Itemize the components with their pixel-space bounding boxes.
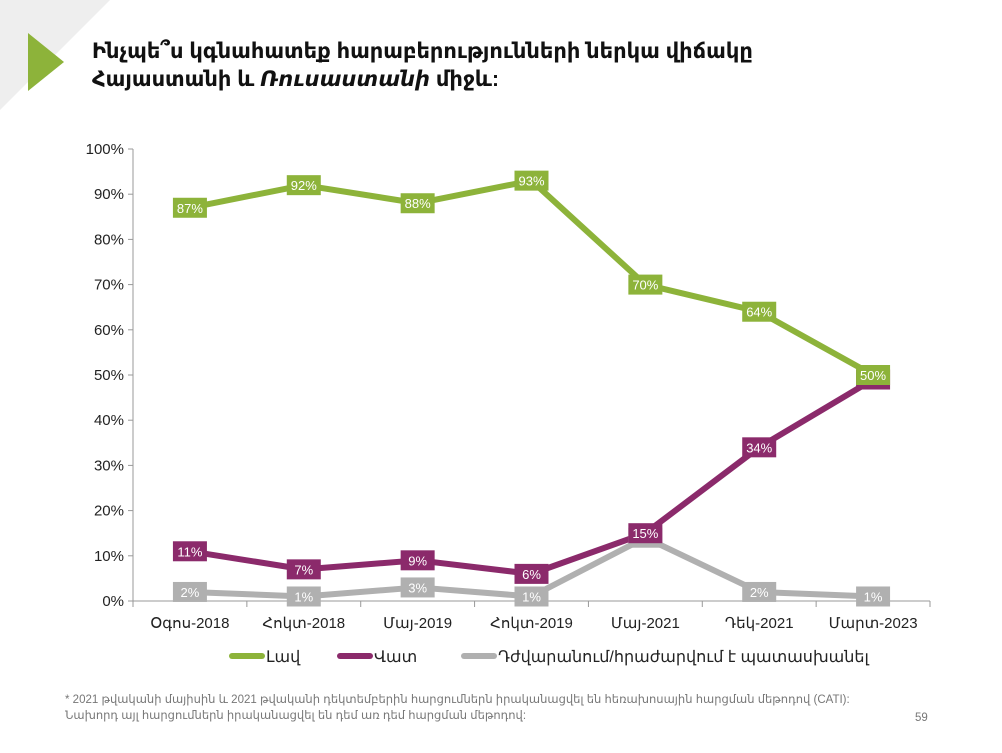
data-label: 93% [514, 170, 549, 191]
data-label-text: 1% [864, 589, 883, 604]
data-label-bg [514, 586, 549, 607]
y-tick-label: 40% [94, 412, 124, 429]
data-label: 11% [172, 541, 207, 562]
data-label: 7% [286, 559, 321, 580]
data-label-bg [172, 197, 207, 218]
data-label-bg [742, 301, 777, 322]
y-tick-label: 0% [102, 593, 124, 610]
x-tick-label: Մարտ-2023 [829, 615, 918, 632]
data-label-text: 88% [405, 196, 431, 211]
data-label: 88% [400, 193, 435, 214]
data-label-text: 6% [522, 567, 541, 582]
y-tick-label: 50% [94, 367, 124, 384]
y-tick-label: 90% [94, 186, 124, 203]
data-label: 2% [742, 581, 777, 602]
data-label-text: 1% [294, 589, 313, 604]
data-label-text: 9% [408, 553, 427, 568]
data-label: 50% [856, 365, 891, 385]
title-part-a: Հայաստանի և [92, 68, 261, 91]
data-label: 92% [286, 175, 321, 196]
legend-item: Վատ [337, 649, 417, 666]
data-label-bg [400, 577, 435, 598]
data-label-text: 15% [632, 526, 658, 541]
data-label: 9% [400, 550, 435, 571]
data-label: 64% [742, 301, 777, 322]
data-label-text: 7% [294, 562, 313, 577]
data-label-bg [172, 541, 207, 562]
data-label-text: 70% [632, 278, 658, 293]
data-label-bg [514, 563, 549, 584]
legend-item: Դժվարանում/հրաժարվում է պատասխանել [461, 649, 869, 666]
data-label-bg [628, 274, 663, 295]
data-label-bg [286, 586, 321, 607]
data-label-bg [628, 523, 663, 544]
page-number: 59 [915, 712, 928, 724]
legend-label: Վատ [374, 649, 417, 666]
data-label: 3% [400, 577, 435, 598]
y-tick-label: 60% [94, 322, 124, 339]
data-label: 70% [628, 274, 663, 295]
data-label-bg [742, 581, 777, 602]
data-label: 87% [172, 197, 207, 218]
data-label: 6% [514, 563, 549, 584]
footnote: * 2021 թվականի մայիսին և 2021 թվականի դե… [65, 694, 850, 722]
slide-title: Ինչպե՞ս կգնահատեք հարաբերությունների ներ… [92, 38, 912, 94]
data-label-text: 92% [291, 178, 317, 193]
data-label-bg [514, 170, 549, 191]
data-label-bg [286, 559, 321, 580]
x-tick-label: Դեկ-2021 [725, 615, 794, 632]
data-label: 34% [742, 437, 777, 458]
title-part-b: Ռուսաստանի [260, 68, 431, 91]
y-tick-label: 100% [86, 141, 124, 158]
y-tick-label: 70% [94, 277, 124, 294]
data-label-bg [856, 586, 891, 607]
series-line [186, 376, 877, 577]
legend-label: Լավ [266, 649, 301, 666]
line-chart: 0% 10% 20% 30% 40% 50% 60% 70% 80% 90% 100% Օգոս-20… [86, 141, 931, 666]
data-label: 1% [856, 586, 891, 607]
x-tick-label: Մայ-2021 [611, 615, 680, 632]
title-line-2: Հայաստանի և Ռուսաստանի միջև: [92, 66, 912, 94]
data-label: 2% [172, 581, 207, 602]
chart-lines [186, 177, 877, 600]
data-label-bg [856, 365, 891, 385]
data-label-text: 34% [746, 440, 772, 455]
data-label-text: 1% [522, 589, 541, 604]
data-label-bg [172, 581, 207, 602]
y-tick-label: 10% [94, 548, 124, 565]
title-part-c: միջև: [430, 68, 499, 91]
x-tick-label: Մայ-2019 [383, 615, 452, 632]
legend-item: Լավ [229, 649, 301, 666]
data-label-text: 50% [860, 368, 886, 383]
data-label-bg [400, 550, 435, 571]
x-tick-label: Հոկտ-2019 [490, 615, 573, 632]
chart-data-labels: 2%1%3%1%14%2%1%11%7%9%6%15%34%49%87%92%8… [172, 170, 891, 607]
title-line-1: Ինչպե՞ս կգնահատեք հարաբերությունների ներ… [92, 40, 753, 63]
accent-triangle [28, 33, 64, 91]
data-label-text: 11% [177, 544, 202, 559]
data-label-bg [400, 193, 435, 214]
data-label: 15% [628, 523, 663, 544]
data-label-bg [286, 175, 321, 196]
chart-legend: Լավ Վատ Դժվարանում/հրաժարվում է պատասխանել [229, 649, 869, 666]
data-label: 1% [286, 586, 321, 607]
data-label-bg [742, 437, 777, 458]
data-label-text: 3% [408, 580, 427, 595]
data-label-text: 87% [177, 201, 203, 216]
data-label-text: 2% [181, 585, 200, 600]
data-label: 1% [514, 586, 549, 607]
data-label-text: 64% [746, 305, 772, 320]
y-tick-label: 30% [94, 457, 124, 474]
y-tick-label: 80% [94, 231, 124, 248]
x-tick-label: Հոկտ-2018 [262, 615, 345, 632]
data-label-text: 2% [750, 585, 769, 600]
y-tick-label: 20% [94, 503, 124, 520]
chart-axes: 0% 10% 20% 30% 40% 50% 60% 70% 80% 90% 100% Օգոս-20… [86, 141, 931, 632]
series-line [186, 177, 877, 378]
legend-label: Դժվարանում/հրաժարվում է պատասխանել [498, 649, 869, 666]
x-tick-label: Օգոս-2018 [150, 615, 229, 632]
data-label-text: 93% [518, 174, 544, 189]
